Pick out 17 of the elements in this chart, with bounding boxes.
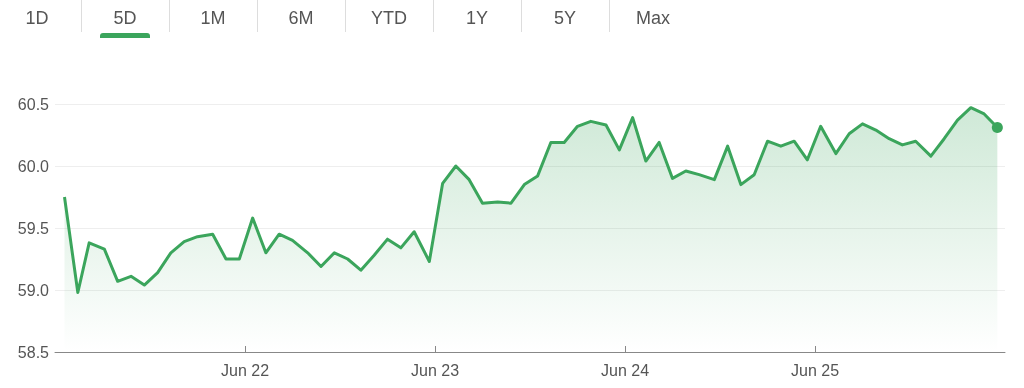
y-tick-label: 60.0: [17, 157, 50, 175]
y-tick-label: 60.5: [17, 95, 50, 113]
x-tick-label: Jun 22: [220, 361, 270, 379]
text: 5Y: [553, 7, 577, 30]
x-tick-label: Jun 24: [600, 361, 650, 379]
text: 6M: [288, 7, 314, 30]
x-tick-label: Jun 25: [790, 361, 840, 379]
x-tick-label: Jun 23: [410, 361, 460, 379]
text: 1Y: [465, 7, 489, 30]
text: YTD: [371, 7, 407, 30]
text: 5D: [113, 7, 137, 30]
y-tick-label: 59.0: [17, 281, 50, 299]
text: Max: [635, 7, 671, 30]
text: 1M: [200, 7, 226, 30]
text: 1D: [25, 7, 49, 30]
y-tick-label: 58.5: [17, 343, 50, 361]
y-tick-label: 59.5: [17, 219, 50, 237]
